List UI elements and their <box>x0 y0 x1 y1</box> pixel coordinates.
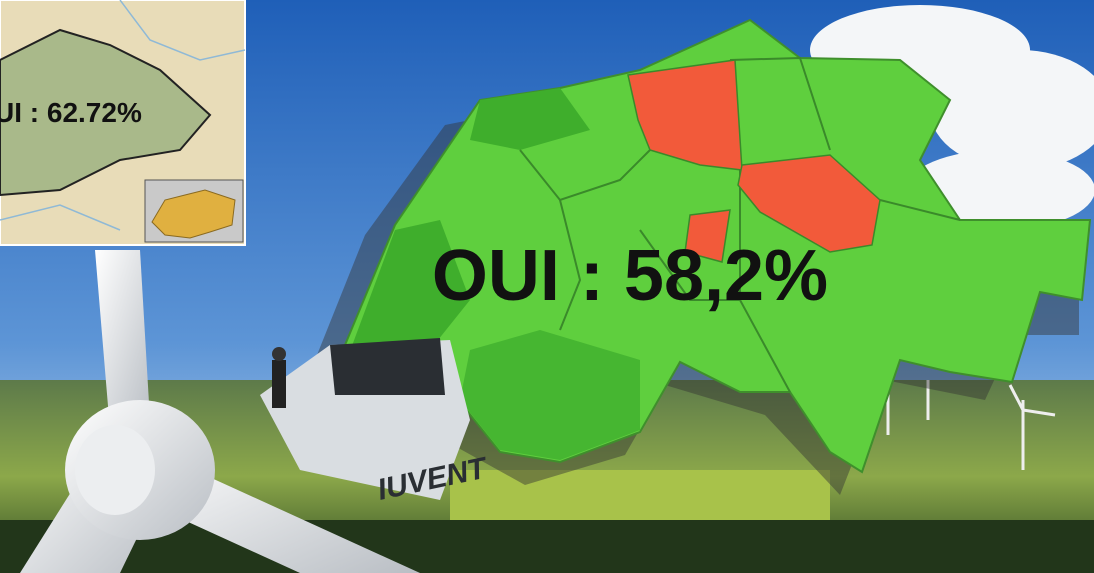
inset-map <box>0 0 246 246</box>
canton-south <box>460 330 640 460</box>
result-label: OUI : 58,2% <box>432 236 828 316</box>
wind-turbine <box>20 250 470 573</box>
canton-borders <box>519 56 961 393</box>
inset-result-label: UI : 62.72% <box>0 97 142 128</box>
canton-north <box>470 88 590 150</box>
forest <box>0 520 1094 573</box>
no-cantons <box>627 59 881 263</box>
